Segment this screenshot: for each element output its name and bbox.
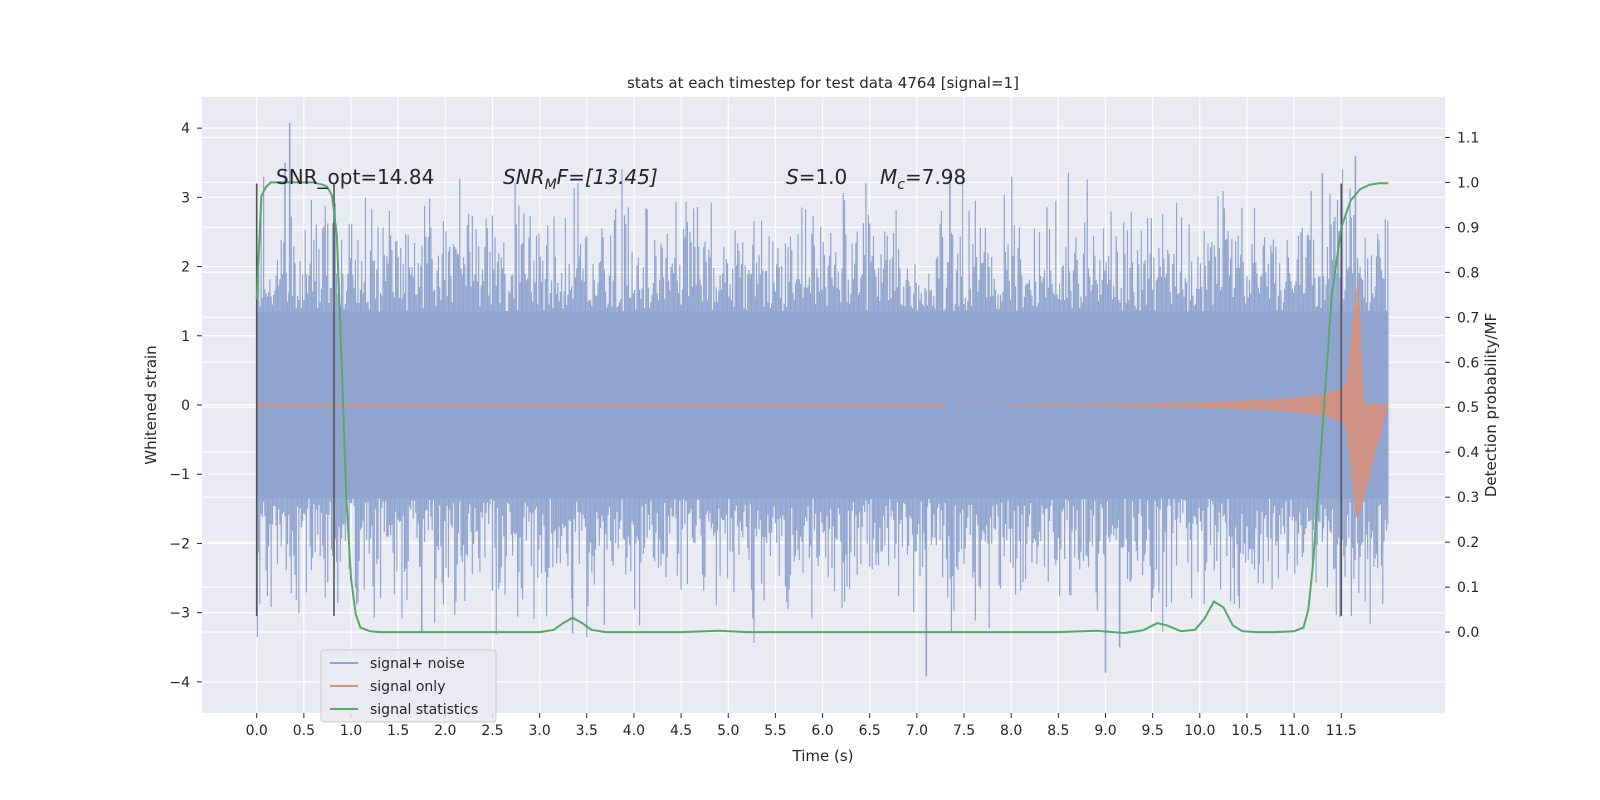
x-tick-label: 8.0: [1000, 723, 1022, 739]
y2-tick-label: 0.9: [1457, 220, 1479, 236]
x-tick-label: 9.0: [1094, 723, 1116, 739]
y2-tick-labels: 1.1 1.0 0.9 0.8 0.7 0.6 0.5 0.4 0.3 0.2 0.1 0.0: [1445, 130, 1479, 641]
y2-tick-label: 0.1: [1457, 580, 1479, 596]
signal-chirp: [945, 277, 1389, 518]
snr-mf-value: F=[13.45]: [557, 165, 658, 189]
y-tick-label: −2: [169, 536, 190, 552]
x-tick-label: 3.5: [576, 723, 598, 739]
y2-tick-label: 0.5: [1457, 400, 1479, 416]
y-tick-label: −4: [169, 675, 190, 691]
x-tick-label: 4.5: [670, 723, 692, 739]
s-symbol: S: [786, 165, 799, 189]
y-tick-labels: 4 3 2 1 0 −1 −2 −3 −4: [169, 121, 202, 691]
x-tick-label: 4.0: [623, 723, 645, 739]
y2-tick-label: 0.6: [1457, 355, 1479, 371]
x-tick-label: 10.5: [1231, 723, 1262, 739]
legend: signal+ noise signal only signal statist…: [320, 649, 497, 723]
x-tick-labels: 0.0 0.5 1.0 1.5 2.0 2.5 3.0 3.5 4.0 4.5 5.0 5.5 6.0 6…: [246, 713, 1357, 739]
mc-value: =7.98: [905, 165, 966, 189]
x-tick-label: 0.0: [246, 723, 268, 739]
y2-tick-label: 0.8: [1457, 265, 1479, 281]
y-tick-label: 4: [181, 121, 190, 137]
x-tick-label: 8.5: [1047, 723, 1069, 739]
snr-mf-subscript: M: [545, 177, 557, 193]
x-tick-label: 5.5: [764, 723, 786, 739]
x-tick-label: 6.5: [859, 723, 881, 739]
y2-tick-label: 0.0: [1457, 625, 1479, 641]
y2-tick-label: 0.3: [1457, 490, 1479, 506]
x-tick-label: 7.0: [906, 723, 928, 739]
legend-box: [320, 649, 497, 723]
y-tick-label: −1: [169, 467, 190, 483]
x-tick-label: 2.0: [434, 723, 456, 739]
y2-tick-label: 0.7: [1457, 310, 1479, 326]
y2-axis-title: Detection probability/MF: [1482, 313, 1500, 497]
x-tick-label: 6.0: [811, 723, 833, 739]
y-tick-label: 0: [181, 398, 190, 414]
x-tick-label: 1.5: [387, 723, 409, 739]
y-tick-label: 3: [181, 190, 190, 206]
snr-mf-symbol: SNR: [503, 165, 545, 189]
y-tick-label: −3: [169, 606, 190, 622]
y2-tick-label: 0.2: [1457, 535, 1479, 551]
series-signal-only: [256, 277, 1389, 518]
annotation-mc: Mc=7.98: [880, 165, 966, 193]
y2-tick-label: 1.0: [1457, 175, 1479, 191]
legend-label-signal-only: signal only: [370, 679, 445, 695]
mc-subscript: c: [897, 177, 905, 193]
chart-title: stats at each timestep for test data 476…: [627, 74, 1019, 92]
series-signal-statistics: [255, 181, 1389, 635]
mc-symbol: M: [880, 165, 897, 189]
y2-tick-label: 1.1: [1457, 130, 1479, 146]
x-tick-label: 2.5: [481, 723, 503, 739]
x-tick-label: 3.0: [528, 723, 550, 739]
legend-label-signal-noise: signal+ noise: [370, 656, 465, 672]
y-axis-title: Whitened strain: [142, 345, 160, 464]
vertical-markers: [255, 183, 1343, 617]
annotation-s: S=1.0: [786, 165, 847, 189]
x-tick-label: 0.5: [293, 723, 315, 739]
legend-label-signal-statistics: signal statistics: [370, 702, 478, 718]
y-tick-label: 2: [181, 260, 190, 276]
x-axis-title: Time (s): [792, 747, 854, 765]
x-tick-label: 9.5: [1142, 723, 1164, 739]
x-tick-label: 7.5: [953, 723, 975, 739]
s-value: =1.0: [799, 165, 848, 189]
x-tick-label: 10.0: [1184, 723, 1215, 739]
x-tick-label: 11.5: [1326, 723, 1357, 739]
annotation-snr-mf: SNRMF=[13.45]: [503, 165, 658, 193]
x-tick-label: 5.0: [717, 723, 739, 739]
annotation-snr-opt: SNR_opt=14.84: [276, 165, 434, 189]
x-tick-label: 1.0: [340, 723, 362, 739]
y-tick-label: 1: [181, 329, 190, 345]
y2-tick-label: 0.4: [1457, 445, 1479, 461]
stats-line: [255, 181, 1389, 635]
x-tick-label: 11.0: [1279, 723, 1310, 739]
